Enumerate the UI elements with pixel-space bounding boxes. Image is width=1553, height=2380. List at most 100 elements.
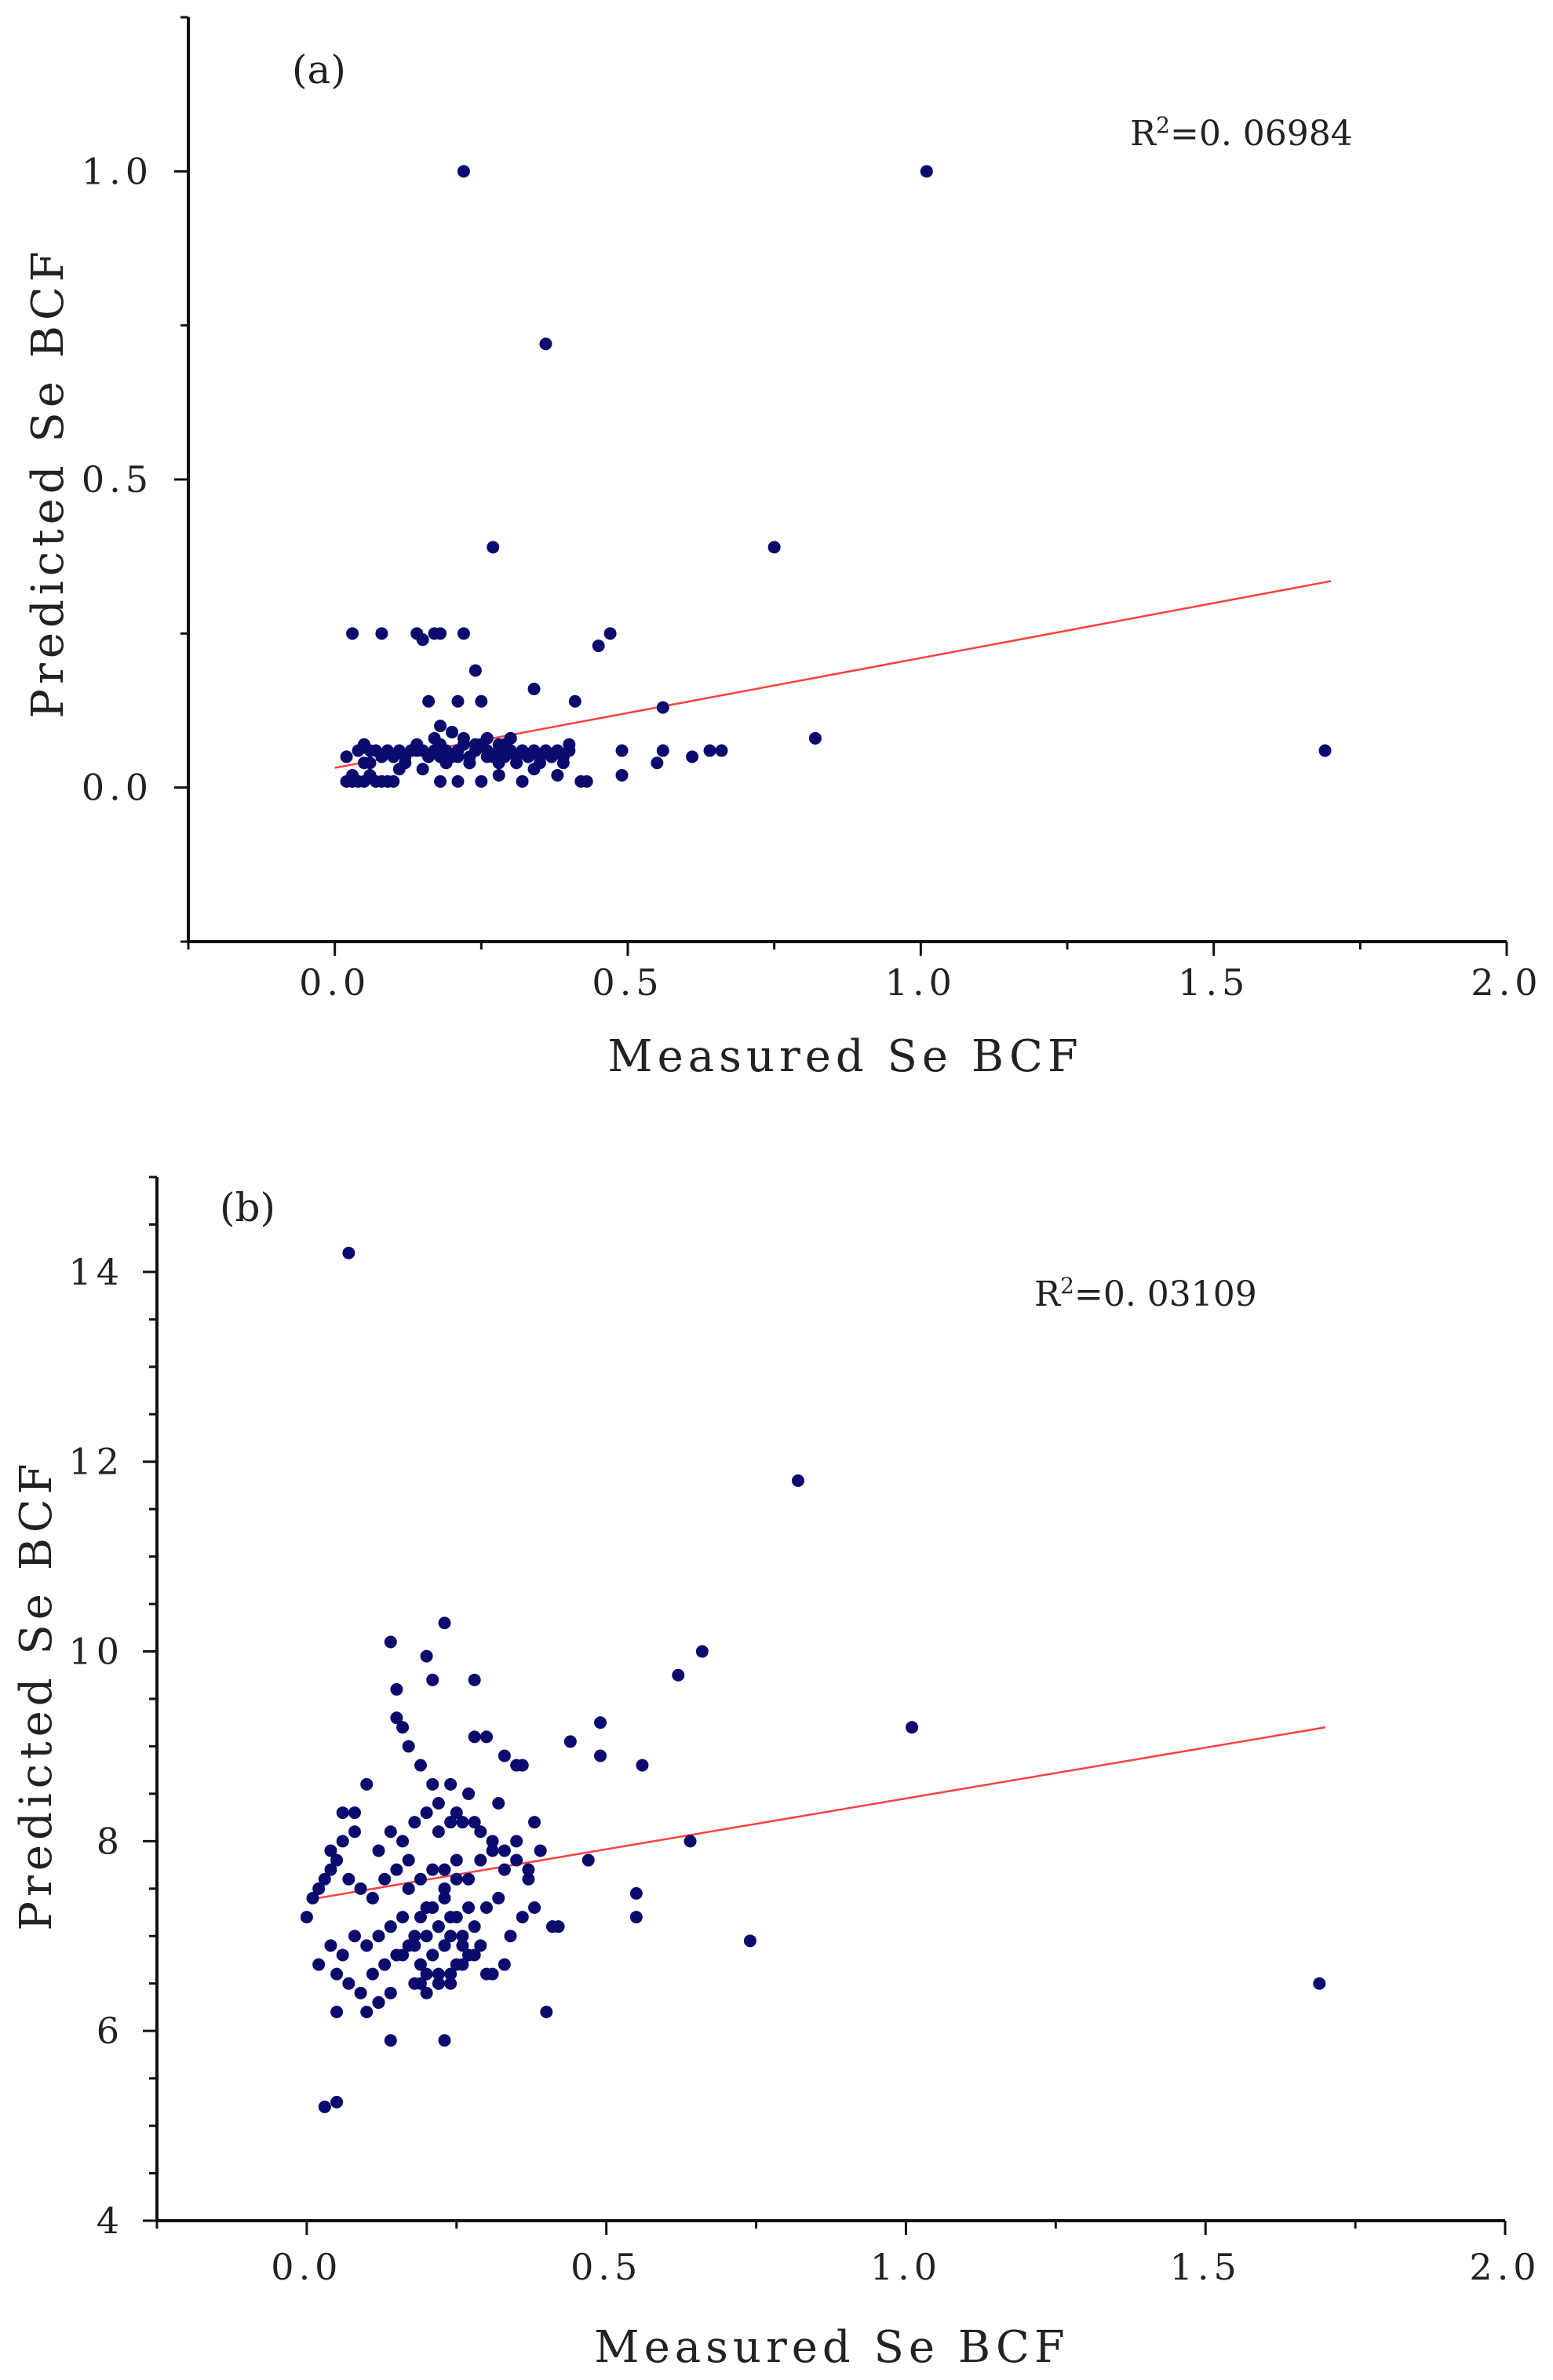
chart-b-data-point: [479, 1901, 493, 1914]
chart-b-data-point: [420, 1930, 433, 1943]
chart-b-data-point: [324, 1863, 337, 1876]
chart-b-data-point: [540, 2006, 553, 2018]
chart-b-data-point: [498, 1749, 511, 1762]
chart-a-x-tick-label: 1.0: [885, 961, 957, 1004]
chart-a-data-point: [375, 750, 388, 764]
chart-a-x-tick-label: 1.5: [1178, 961, 1249, 1004]
chart-b-fit-layer: [306, 1726, 1326, 1901]
chart-b-y-tick-label: 8: [97, 1820, 124, 1862]
chart-b-data-point: [468, 1673, 481, 1686]
chart-a-data-point: [451, 775, 465, 788]
chart-b-data-point: [426, 1777, 439, 1791]
chart-b-data-point: [336, 1948, 349, 1962]
chart-b-x-tick-label: 2.0: [1469, 2246, 1540, 2288]
chart-b-x-tick-label: 1.5: [1170, 2246, 1241, 2288]
chart-b-data-point: [402, 1882, 415, 1895]
chart-a-data-point: [551, 768, 564, 782]
chart-a-data-point: [451, 750, 465, 764]
chart-b-data-point: [414, 1872, 427, 1886]
chart-b-data-point: [672, 1668, 685, 1682]
chart-b-data-point: [906, 1721, 919, 1734]
chart-a-data-point: [580, 775, 593, 788]
chart-b-data-point: [594, 1749, 607, 1762]
chart-b-data-point: [330, 2095, 344, 2108]
chart-a-data-point: [346, 775, 359, 788]
chart-a-data-point: [527, 683, 541, 696]
chart-b-data-point: [384, 1986, 397, 1999]
chart-b-data-point: [450, 1911, 463, 1924]
chart-a-data-point: [498, 750, 512, 764]
chart-b-data-point: [474, 1939, 487, 1952]
chart-a-x-tick-label: 2.0: [1471, 961, 1542, 1004]
chart-b-x-tick-label: 1.0: [870, 2246, 942, 2288]
chart-b-y-tick-label: 10: [68, 1631, 124, 1673]
chart-a-x-axis-title: Measured Se BCF: [607, 1031, 1082, 1082]
chart-b-data-point: [594, 1716, 607, 1729]
chart-a-data-point: [446, 725, 458, 738]
chart-b-tick-labels: 0.0 0.5 1.0 1.5 2.0 4 6 8 10 12 14: [68, 1251, 1540, 2288]
chart-b-data-point: [426, 1863, 439, 1876]
chart-b-data-point: [444, 1967, 458, 1981]
chart-b-data-point: [426, 1673, 439, 1686]
chart-b-data-point: [581, 1853, 595, 1867]
chart-b-data-point: [444, 1977, 458, 1990]
chart-b-data-point: [450, 1853, 463, 1867]
chart-b-data-point: [348, 1825, 361, 1839]
chart-a-data-point: [375, 627, 388, 640]
chart-a-panel-label: (a): [292, 47, 346, 93]
chart-a-points: [340, 165, 1332, 788]
chart-b: 0.0 0.5 1.0 1.5 2.0 4 6 8 10 12 14 (b) R2=0. 03109…: [11, 1175, 1540, 2373]
chart-a-data-point: [487, 750, 500, 764]
chart-b-data-point: [372, 1995, 385, 2009]
chart-b-data-point: [396, 1911, 410, 1924]
chart-b-x-tick-label: 0.5: [571, 2246, 642, 2288]
chart-b-data-point: [354, 1882, 367, 1895]
chart-b-data-point: [438, 1891, 451, 1904]
chart-a-data-point: [434, 750, 447, 764]
chart-a-data-point: [416, 763, 429, 776]
chart-b-data-point: [348, 1930, 361, 1943]
chart-b-data-point: [330, 1967, 344, 1981]
chart-b-data-point: [306, 1891, 319, 1904]
chart-a-r2-label: R2=0. 06984: [1130, 112, 1353, 154]
chart-a-data-point: [808, 731, 822, 745]
chart-b-data-point: [414, 1759, 427, 1772]
chart-b-data-point: [545, 1920, 559, 1934]
chart-b-data-point: [372, 1930, 385, 1943]
chart-b-data-point: [486, 1835, 499, 1848]
chart-b-data-point: [432, 1825, 445, 1839]
chart-a-data-point: [487, 541, 500, 554]
chart-b-data-point: [510, 1835, 523, 1848]
chart-b-data-point: [432, 1977, 445, 1990]
chart-a-data-point: [416, 633, 429, 647]
chart-b-y-tick-label: 6: [97, 2010, 124, 2052]
chart-b-data-point: [396, 1948, 410, 1962]
chart-b-y-tick-label: 4: [97, 2200, 124, 2242]
chart-b-data-point: [498, 1863, 511, 1876]
chart-b-data-point: [408, 1930, 421, 1943]
chart-a-data-point: [767, 541, 781, 554]
chart-b-data-point: [486, 1844, 499, 1857]
chart-b-data-point: [432, 1920, 445, 1934]
chart-a-data-point: [703, 744, 716, 757]
chart-a-data-point: [387, 775, 400, 788]
chart-a-data-point: [592, 640, 605, 653]
chart-b-data-point: [474, 1853, 487, 1867]
chart-b-data-point: [312, 1882, 326, 1895]
chart-a-data-point: [475, 775, 488, 788]
chart-b-data-point: [522, 1863, 535, 1876]
chart-b-data-point: [402, 1740, 415, 1753]
chart-b-data-point: [438, 1939, 451, 1952]
chart-a-data-point: [656, 744, 669, 757]
chart-b-data-point: [384, 1635, 397, 1649]
chart-b-data-point: [492, 1891, 505, 1904]
chart-b-data-point: [420, 1806, 433, 1820]
chart-a-data-point: [422, 694, 436, 708]
chart-a-data-point: [510, 756, 523, 770]
chart-a-data-point: [428, 731, 441, 745]
chart-a-data-point: [522, 750, 535, 764]
chart-b-data-point: [522, 1872, 535, 1886]
chart-b-data-point: [342, 1246, 355, 1259]
chart-b-data-point: [408, 1816, 421, 1829]
